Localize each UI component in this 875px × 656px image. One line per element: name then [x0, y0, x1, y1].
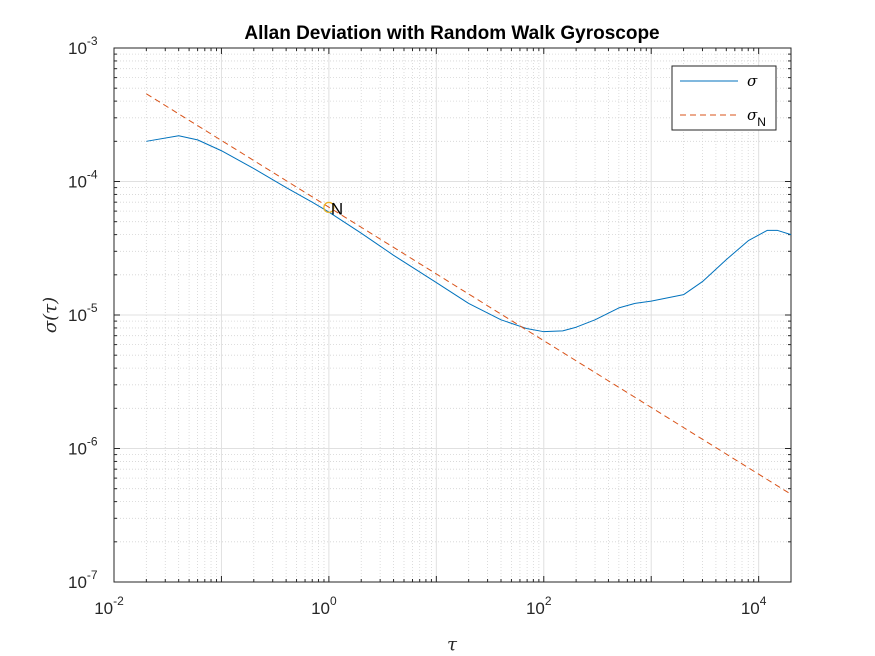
y-tick-base: 10 — [68, 573, 87, 592]
legend-label-sigma-n: σN — [747, 106, 766, 129]
y-tick-exponent: -4 — [87, 168, 98, 182]
y-tick-exponent: -6 — [87, 435, 98, 449]
y-tick-exponent: -5 — [87, 301, 98, 315]
y-tick-exponent: -3 — [87, 34, 98, 48]
tick-marks — [113, 48, 792, 583]
y-tick-exponent: -7 — [87, 568, 98, 582]
x-tick-base: 10 — [311, 599, 330, 618]
x-tick-label: 100 — [311, 594, 337, 618]
y-tick-label: 10-7 — [68, 568, 98, 592]
legend-subscript: N — [757, 115, 766, 129]
annotation-layer: N — [323, 199, 343, 218]
series-line-sigma-n — [146, 93, 792, 495]
y-tick-label: 10-3 — [68, 34, 98, 58]
y-tick-label: 10-5 — [68, 301, 98, 325]
legend-box — [671, 65, 777, 131]
x-tick-exponent: 2 — [545, 594, 552, 608]
series-layer — [146, 93, 792, 495]
chart-title: Allan Deviation with Random Walk Gyrosco… — [244, 23, 659, 44]
y-tick-label: 10-4 — [68, 168, 98, 192]
y-tick-label: 10-6 — [68, 435, 98, 459]
x-tick-base: 10 — [94, 599, 113, 618]
x-tick-exponent: 0 — [330, 594, 337, 608]
annotation-label: N — [331, 199, 343, 218]
x-tick-exponent: -2 — [113, 594, 124, 608]
y-tick-base: 10 — [68, 173, 87, 192]
x-tick-label: 102 — [526, 594, 552, 618]
annotation-marker — [323, 201, 335, 213]
y-tick-base: 10 — [68, 39, 87, 58]
legend-label-sigma: σ — [747, 72, 758, 90]
x-axis-label: τ — [447, 634, 458, 655]
legend: σ σN — [671, 65, 777, 131]
x-tick-labels: 10-2 100 102 104 — [94, 594, 767, 618]
y-tick-base: 10 — [68, 440, 87, 459]
y-tick-labels: 10-310-410-510-610-7 — [68, 34, 98, 592]
x-tick-label: 104 — [741, 594, 767, 618]
x-tick-exponent: 4 — [760, 594, 767, 608]
series-line-sigma — [146, 135, 792, 333]
y-axis-label: σ(τ) — [40, 297, 61, 333]
x-tick-base: 10 — [741, 599, 760, 618]
y-tick-base: 10 — [68, 306, 87, 325]
x-tick-base: 10 — [526, 599, 545, 618]
x-tick-label: 10-2 — [94, 594, 124, 618]
